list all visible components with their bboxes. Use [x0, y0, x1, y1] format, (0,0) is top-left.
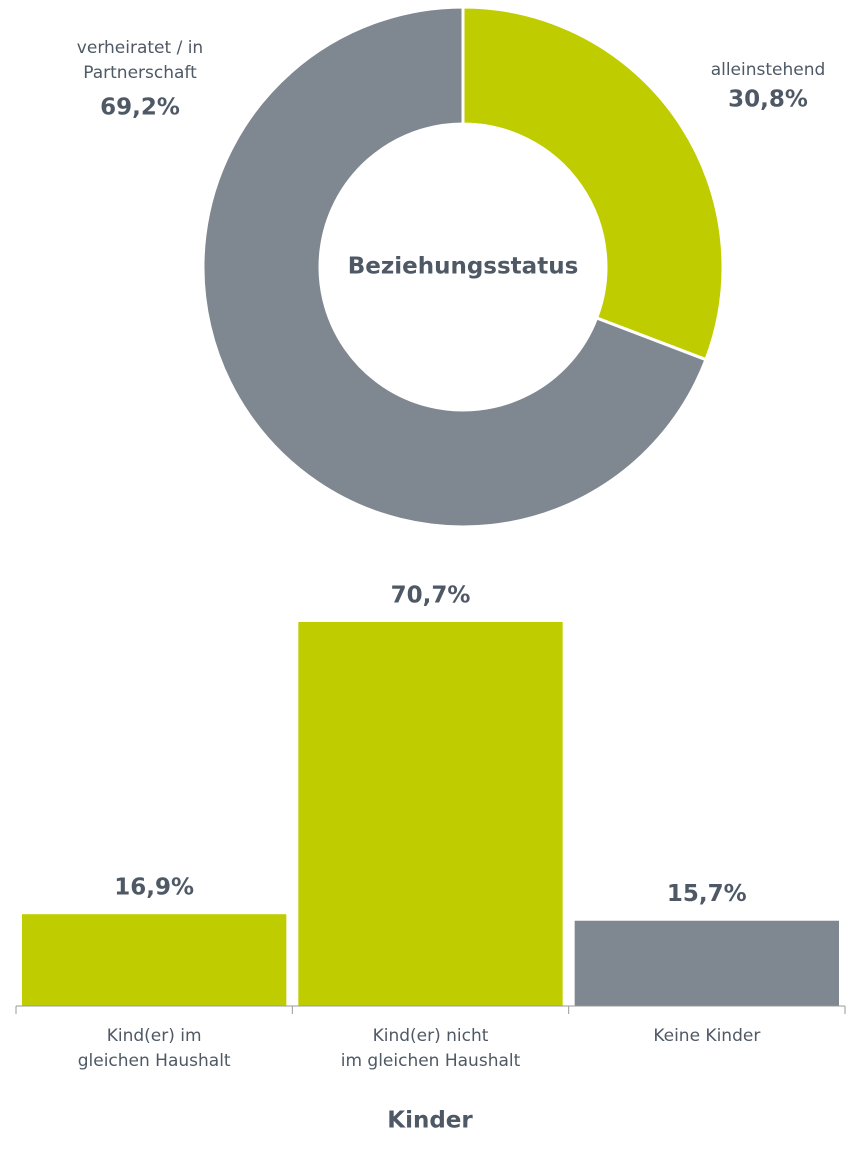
x-tick-label: Keine Kinder: [653, 1026, 760, 1046]
bar-value-label: 16,9%: [114, 875, 194, 901]
bar-value-label: 15,7%: [667, 881, 747, 907]
bar: [22, 914, 287, 1006]
chart-title: Kinder: [387, 1108, 473, 1134]
x-tick-label: Kind(er) im gleichen Haushalt: [78, 1026, 231, 1071]
slice-label: alleinstehend: [711, 60, 826, 80]
donut-slice: [201, 5, 708, 529]
donut-slice: [461, 5, 725, 362]
bar-value-label: 70,7%: [391, 583, 471, 609]
x-tick-label: Kind(er) nicht im gleichen Haushalt: [341, 1026, 521, 1071]
donut-title: Beziehungsstatus: [348, 254, 579, 280]
slice-value-label: 30,8%: [728, 87, 808, 113]
bar: [574, 920, 839, 1006]
bar: [298, 622, 563, 1006]
slice-label: verheiratet / in Partnerschaft: [77, 38, 203, 83]
slice-value-label: 69,2%: [100, 95, 180, 121]
